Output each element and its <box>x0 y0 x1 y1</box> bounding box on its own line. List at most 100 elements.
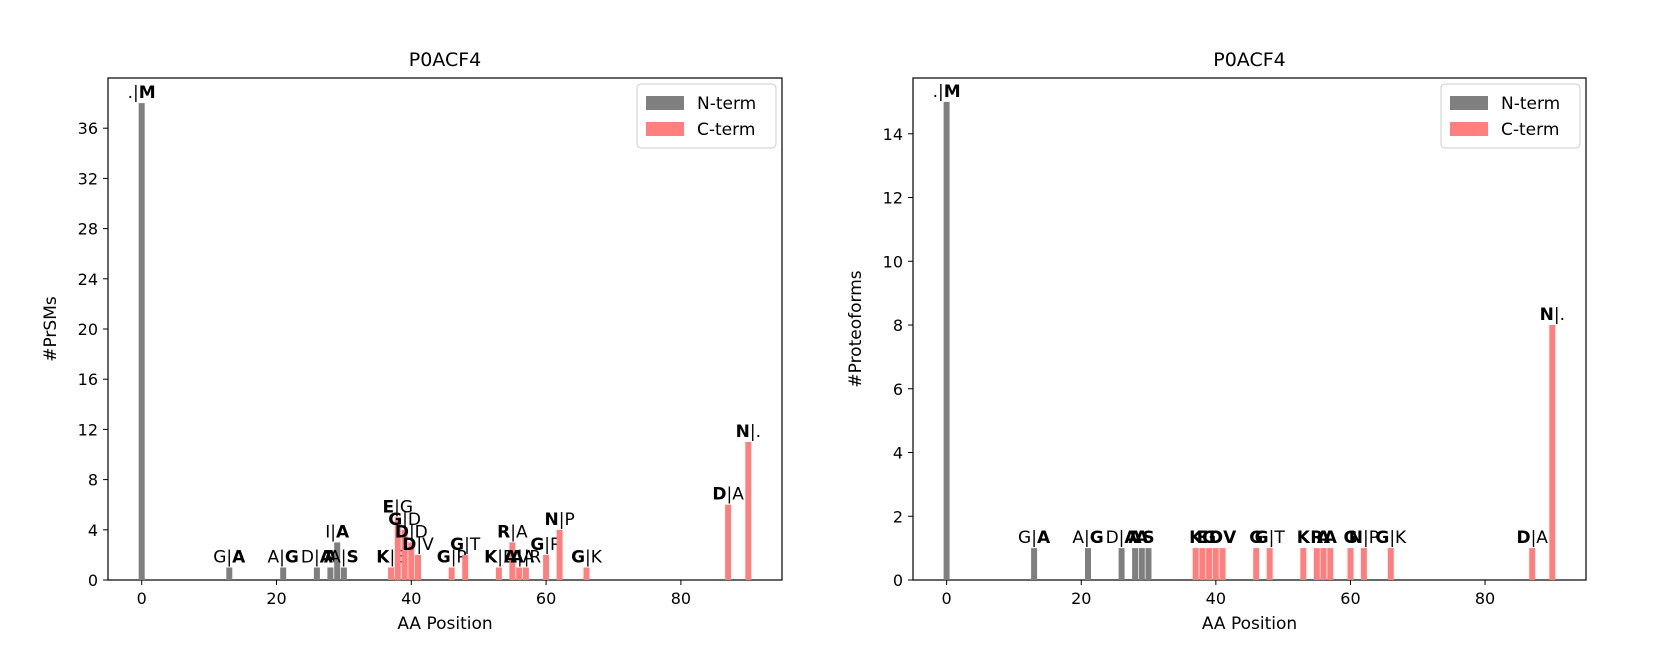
chart-2-bar-cterm-60 <box>1347 548 1354 580</box>
chart-2-title: P0ACF4 <box>1213 49 1286 71</box>
chart-1-bar-cterm-55 <box>509 542 516 580</box>
chart-2-legend-swatch-cterm <box>1450 122 1488 136</box>
chart-2-bar-nterm-0 <box>943 101 950 581</box>
chart-2-bar-cterm-57 <box>1327 548 1334 580</box>
chart-2-bar-label-cterm-60: G <box>1344 528 1358 548</box>
chart-2-bar-label-nterm-0: .|M <box>933 82 961 102</box>
chart-2-bar-cterm-87 <box>1529 548 1536 580</box>
chart-1-bar-label-nterm-29: I|A <box>325 522 350 542</box>
chart-1-ytick-label: 16 <box>78 370 98 389</box>
chart-1-bar-nterm-26 <box>313 567 320 580</box>
chart-1-bar-label-nterm-13: G|A <box>213 548 246 568</box>
chart-2-ytick-label: 0 <box>893 571 903 590</box>
chart-2-bar-label-cterm-66: G|K <box>1375 528 1407 548</box>
chart-2-bar-label-cterm-56: A <box>1317 528 1331 548</box>
chart-1-bar-label-nterm-30: A|S <box>329 548 359 568</box>
chart-2-bar-label-nterm-21: A|G <box>1072 528 1103 548</box>
chart-2-bar-nterm-29 <box>1138 548 1145 580</box>
chart-2-bar-label-cterm-41: DV <box>1209 528 1237 548</box>
chart-1-bar-nterm-21 <box>280 567 287 580</box>
chart-1-bar-label-cterm-40: D|D <box>395 522 428 542</box>
chart-1-ytick-label: 36 <box>78 119 98 138</box>
chart-1-bar-cterm-38 <box>394 517 401 581</box>
chart-1-bar-nterm-30 <box>340 567 347 580</box>
chart-2-bar-label-cterm-55: R <box>1310 528 1323 548</box>
chart-1-title: P0ACF4 <box>409 49 482 71</box>
chart-2-bar-nterm-26 <box>1118 548 1125 580</box>
chart-2-ylabel: #Proteoforms <box>846 270 866 387</box>
chart-1-xtick-label: 60 <box>536 589 556 608</box>
chart-1-bar-label-cterm-87: D|A <box>712 485 744 505</box>
chart-2-legend-swatch-nterm <box>1450 96 1488 110</box>
chart-2-bar-cterm-55 <box>1313 548 1320 580</box>
chart-1-bar-cterm-39 <box>401 529 408 580</box>
chart-1-bar-label-cterm-62: N|P <box>544 510 574 530</box>
chart-1-ytick-label: 28 <box>78 220 98 239</box>
chart-2-bar-label-nterm-26: D|A <box>1106 528 1139 548</box>
chart-1-xtick-label: 0 <box>137 589 147 608</box>
chart-2-bar-cterm-41 <box>1219 548 1226 580</box>
chart-1-bar-nterm-13 <box>226 567 233 580</box>
chart-1-bar-label-nterm-21: A|G <box>268 548 299 568</box>
chart-2-bar-nterm-28 <box>1132 548 1139 580</box>
chart-2-ytick-label: 8 <box>893 316 903 335</box>
chart-2-bar-label-cterm-40: D <box>1209 528 1223 548</box>
chart-2-xtick-label: 60 <box>1340 589 1360 608</box>
chart-1-bar-label-nterm-0: .|M <box>128 83 156 103</box>
chart-1-bar-nterm-29 <box>334 542 341 580</box>
chart-1-bar-cterm-66 <box>583 567 590 580</box>
chart-2-ytick-label: 6 <box>893 380 903 399</box>
chart-1-bar-label-cterm-39: G|D <box>388 510 421 530</box>
chart-2-bar-cterm-37 <box>1192 548 1199 580</box>
chart-2-xtick-label: 80 <box>1475 589 1495 608</box>
chart-1-bar-cterm-90 <box>745 441 752 580</box>
chart-2-bar-label-cterm-53: K <box>1297 528 1311 548</box>
chart-1-xtick-label: 20 <box>266 589 286 608</box>
chart-1-bar-cterm-56 <box>516 567 523 580</box>
chart-2-bar-cterm-48 <box>1266 548 1273 580</box>
chart-2-bar-label-nterm-29: A <box>1135 528 1149 548</box>
chart-2-bar-cterm-38 <box>1199 548 1206 580</box>
chart-1-bar-label-cterm-56: A|A <box>504 548 535 568</box>
chart-1-bar-cterm-87 <box>725 504 732 580</box>
chart-2-bar-label-cterm-46: G <box>1249 528 1263 548</box>
chart-1-bar-label-cterm-38: E|G <box>383 497 414 517</box>
chart-1-ytick-label: 8 <box>88 471 98 490</box>
chart-1-legend-label-cterm: C-term <box>697 120 755 140</box>
chart-2-bar-label-cterm-57: A <box>1324 528 1338 548</box>
chart-2-bar-cterm-39 <box>1206 548 1213 580</box>
chart-2-bar-cterm-62 <box>1360 548 1367 580</box>
chart-2-ytick-label: 2 <box>893 507 903 526</box>
chart-1-bar-label-cterm-66: G|K <box>571 548 603 568</box>
chart-1-bar-cterm-62 <box>556 529 563 580</box>
chart-1-bar-nterm-0 <box>138 103 145 580</box>
chart-2-bar-label-cterm-38: E <box>1197 528 1209 548</box>
chart-1-ytick-label: 20 <box>78 320 98 339</box>
chart-2-bar-label-cterm-62: N|P <box>1349 528 1379 548</box>
chart-1-bar-label-cterm-57: A|R <box>511 548 542 568</box>
chart-2-xtick-label: 20 <box>1071 589 1091 608</box>
chart-2-legend-label-cterm: C-term <box>1501 120 1559 140</box>
chart-2-plot-frame <box>912 77 1587 581</box>
chart-1-bar-label-cterm-41: D|V <box>402 535 434 555</box>
chart-2-bar-label-cterm-87: D|A <box>1516 528 1548 548</box>
chart-1-bar-label-nterm-26: D|A <box>301 548 334 568</box>
chart-2-ytick-label: 4 <box>893 444 903 463</box>
chart-1-bar-cterm-48 <box>462 554 469 580</box>
chart-2-ytick-label: 10 <box>883 252 903 271</box>
chart-1-ytick-label: 24 <box>78 270 98 289</box>
chart-2-xtick-label: 0 <box>942 589 952 608</box>
chart-1-bar-cterm-53 <box>495 567 502 580</box>
chart-2-bar-cterm-66 <box>1387 548 1394 580</box>
chart-2-bar-label-cterm-90: N|. <box>1540 305 1565 325</box>
chart-1-xtick-label: 80 <box>671 589 691 608</box>
chart-1-legend-swatch-cterm <box>646 122 684 136</box>
chart-2-bar-label-cterm-39: G <box>1202 528 1216 548</box>
chart-1-bar-cterm-37 <box>388 567 395 580</box>
chart-2-bar-cterm-56 <box>1320 548 1327 580</box>
chart-2-bar-nterm-13 <box>1031 548 1038 580</box>
chart-1-legend-label-nterm: N-term <box>697 94 756 114</box>
chart-2-bar-cterm-40 <box>1212 548 1219 580</box>
chart-1-bar-cterm-60 <box>543 554 550 580</box>
